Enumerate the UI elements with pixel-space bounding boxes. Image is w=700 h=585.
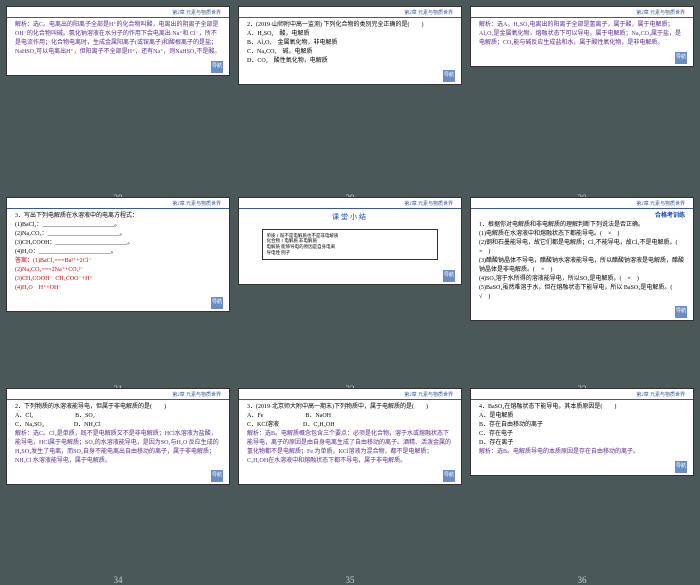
options-cd: C．Na₂SO₄ D．NH₄Cl bbox=[15, 421, 221, 430]
chapter-header: 第2章 元素与物质世界 bbox=[7, 200, 229, 209]
analysis-text: 解析：选B。电解质导电的本质原因是存在自由移动的离子。 bbox=[479, 448, 685, 457]
cell-33: 第2章 元素与物质世界 合格考训练 1．根据你对电解质和非电解质的理解判断下列说… bbox=[470, 197, 694, 380]
cell-30: 第2章 元素与物质世界 解析：选A。H₂SO₄电离出的阳离子全部是氢离子，属于酸… bbox=[470, 6, 694, 189]
question-text: 1．根据你对电解质和非电解质的理解判断下列说法是否正确。 bbox=[479, 221, 685, 230]
cell-34: 第2章 元素与物质世界 2．下列物质的水溶液能导电，但属于非电解质的是( ) A… bbox=[6, 388, 230, 571]
summary-title: 课堂小结 bbox=[247, 212, 453, 223]
sub-q3: (3)CH₃COOH：________________________。 bbox=[15, 239, 221, 248]
options-ab: A．Cl₂ B．SO₂ bbox=[15, 412, 221, 421]
chapter-header: 第2章 元素与物质世界 bbox=[471, 391, 693, 400]
nav-icon[interactable]: 导航 bbox=[211, 297, 223, 309]
answer-4: (4)H₂O H⁺+OH⁻ bbox=[15, 284, 221, 293]
options-cd: C．KCl溶液 D．C₂H₅OH bbox=[247, 421, 453, 430]
question-text: 3．写出下列电解质在水溶液中的电离方程式： bbox=[15, 212, 221, 221]
cell-35: 第2章 元素与物质世界 3．(2019·北京师大附中高一期末)下列物质中，属于电… bbox=[238, 388, 462, 571]
slide-29: 第2章 元素与物质世界 2．(2019·山师附中高一监测) 下列化合物的类别完全… bbox=[238, 6, 462, 85]
cell-28: 第2章 元素与物质世界 解析：选C。电离出的阳离子全部是H⁺的化合物叫酸，电离出… bbox=[6, 6, 230, 189]
nav-icon[interactable]: 导航 bbox=[443, 270, 455, 282]
question-text: 2．(2019·山师附中高一监测) 下列化合物的类别完全正确的是( ) bbox=[247, 21, 453, 30]
answer-3: (3)CH₃COOH CH₃COO⁻+H⁺ bbox=[15, 275, 221, 284]
sub-q4: (4)H₂O：________________________。 bbox=[15, 248, 221, 257]
sub-q3: (3)醋酸钠晶体不导电，醋酸钠水溶液能导电，所以醋酸钠溶液是电解质，醋酸钠晶体是… bbox=[479, 257, 685, 275]
option-c: C．存在电子 bbox=[479, 430, 685, 439]
sub-q1: (1)BaCl₂：________________________。 bbox=[15, 221, 221, 230]
slide-32: 第2章 元素与物质世界 课堂小结 单质 { 既不是电解质也不是非电解质 化合物 … bbox=[238, 197, 462, 285]
sub-q2: (2)钢和石墨能导电，故它们都是电解质；Cl₂不能导电，故Cl₂不是电解质。( … bbox=[479, 239, 685, 257]
question-text: 3．(2019·北京师大附中高一期末)下列物质中，属于电解质的是( ) bbox=[247, 403, 453, 412]
nav-icon[interactable]: 导航 bbox=[675, 306, 687, 318]
nav-icon[interactable]: 导航 bbox=[675, 52, 687, 64]
options-ab: A．Fe B．NaOH bbox=[247, 412, 453, 421]
option-d: D．存在离子 bbox=[479, 439, 685, 448]
nav-icon[interactable]: 导航 bbox=[211, 61, 223, 73]
slide-grid: 第2章 元素与物质世界 解析：选C。电离出的阳离子全部是H⁺的化合物叫酸，电离出… bbox=[0, 0, 700, 577]
sub-q4: (4)SO₃溶于水所得的溶液能导电，所以SO₃是电解质。( × ) bbox=[479, 275, 685, 284]
cell-31: 第2章 元素与物质世界 3．写出下列电解质在水溶液中的电离方程式： (1)BaC… bbox=[6, 197, 230, 380]
option-a: A．是电解质 bbox=[479, 412, 685, 421]
nav-icon[interactable]: 导航 bbox=[675, 461, 687, 473]
option-b: B．存在自由移动的离子 bbox=[479, 421, 685, 430]
diagram-row: 导电性 例子 bbox=[266, 250, 433, 256]
chapter-header: 第2章 元素与物质世界 bbox=[471, 9, 693, 18]
answer-1: 答案：(1)BaCl₂===Ba²⁺+2Cl⁻ bbox=[15, 257, 221, 266]
slide-36: 第2章 元素与物质世界 4．BaSO₄在熔融状态下能导电，其本质原因是( ) A… bbox=[470, 388, 694, 476]
nav-icon[interactable]: 导航 bbox=[443, 470, 455, 482]
analysis-text: 解析：选C。电离出的阳离子全部是H⁺的化合物叫酸，电离出的阴离子全部是OH⁻的化… bbox=[15, 21, 221, 57]
nav-icon[interactable]: 导航 bbox=[443, 70, 455, 82]
chapter-header: 第2章 元素与物质世界 bbox=[471, 200, 693, 209]
slide-33: 第2章 元素与物质世界 合格考训练 1．根据你对电解质和非电解质的理解判断下列说… bbox=[470, 197, 694, 321]
cell-36: 第2章 元素与物质世界 4．BaSO₄在熔融状态下能导电，其本质原因是( ) A… bbox=[470, 388, 694, 571]
option-b: B．Al₂O₃ 金属氧化物，非电解质 bbox=[247, 39, 453, 48]
chapter-header: 第2章 元素与物质世界 bbox=[239, 200, 461, 209]
analysis-text: 解析：选C。Cl₂是单质，既不是电解质又不是非电解质；HCl水溶液为盐酸，能导电… bbox=[15, 430, 221, 466]
question-text: 4．BaSO₄在熔融状态下能导电，其本质原因是( ) bbox=[479, 403, 685, 412]
sub-q2: (2)Na₂CO₃：________________________。 bbox=[15, 230, 221, 239]
chapter-header: 第2章 元素与物质世界 bbox=[239, 9, 461, 18]
option-a: A．H₂SO₄ 酸，电解质 bbox=[247, 30, 453, 39]
question-text: 2．下列物质的水溶液能导电，但属于非电解质的是( ) bbox=[15, 403, 221, 412]
slide-31: 第2章 元素与物质世界 3．写出下列电解质在水溶液中的电离方程式： (1)BaC… bbox=[6, 197, 230, 312]
chapter-header: 第2章 元素与物质世界 bbox=[7, 391, 229, 400]
analysis-text: 解析：选A。H₂SO₄电离出的阳离子全部是氢离子，属于酸，属于电解质；Al₂O₃… bbox=[479, 21, 685, 48]
slide-28: 第2章 元素与物质世界 解析：选C。电离出的阳离子全部是H⁺的化合物叫酸，电离出… bbox=[6, 6, 230, 76]
chapter-header: 第2章 元素与物质世界 bbox=[239, 391, 461, 400]
nav-icon[interactable]: 导航 bbox=[211, 470, 223, 482]
slide-34: 第2章 元素与物质世界 2．下列物质的水溶液能导电，但属于非电解质的是( ) A… bbox=[6, 388, 230, 485]
sub-q5: (5)BaSO₄虽然难溶于水，但在熔融状态下能导电，所以 BaSO₄是电解质。(… bbox=[479, 284, 685, 302]
answer-2: (2)Na₂CO₃===2Na⁺+CO₃²⁻ bbox=[15, 266, 221, 275]
slide-30: 第2章 元素与物质世界 解析：选A。H₂SO₄电离出的阳离子全部是氢离子，属于酸… bbox=[470, 6, 694, 67]
section-title: 合格考训练 bbox=[479, 212, 685, 221]
option-c: C．Na₂CO₃ 碱，电解质 bbox=[247, 48, 453, 57]
analysis-text: 解析：选B。电解质概念包含三个要点：必须是化合物，溶于水或熔融状态下能导电，离子… bbox=[247, 430, 453, 466]
cell-32: 第2章 元素与物质世界 课堂小结 单质 { 既不是电解质也不是非电解质 化合物 … bbox=[238, 197, 462, 380]
option-d: D．CO₂ 酸性氧化物，电解质 bbox=[247, 57, 453, 66]
slide-35: 第2章 元素与物质世界 3．(2019·北京师大附中高一期末)下列物质中，属于电… bbox=[238, 388, 462, 485]
sub-q1: (1)电解质在水溶液中和熔融状态下都能导电。( × ) bbox=[479, 230, 685, 239]
chapter-header: 第2章 元素与物质世界 bbox=[7, 9, 229, 18]
summary-diagram: 单质 { 既不是电解质也不是非电解质 化合物 { 电解质 非电解质 电解质 能够… bbox=[262, 229, 437, 260]
cell-29: 第2章 元素与物质世界 2．(2019·山师附中高一监测) 下列化合物的类别完全… bbox=[238, 6, 462, 189]
